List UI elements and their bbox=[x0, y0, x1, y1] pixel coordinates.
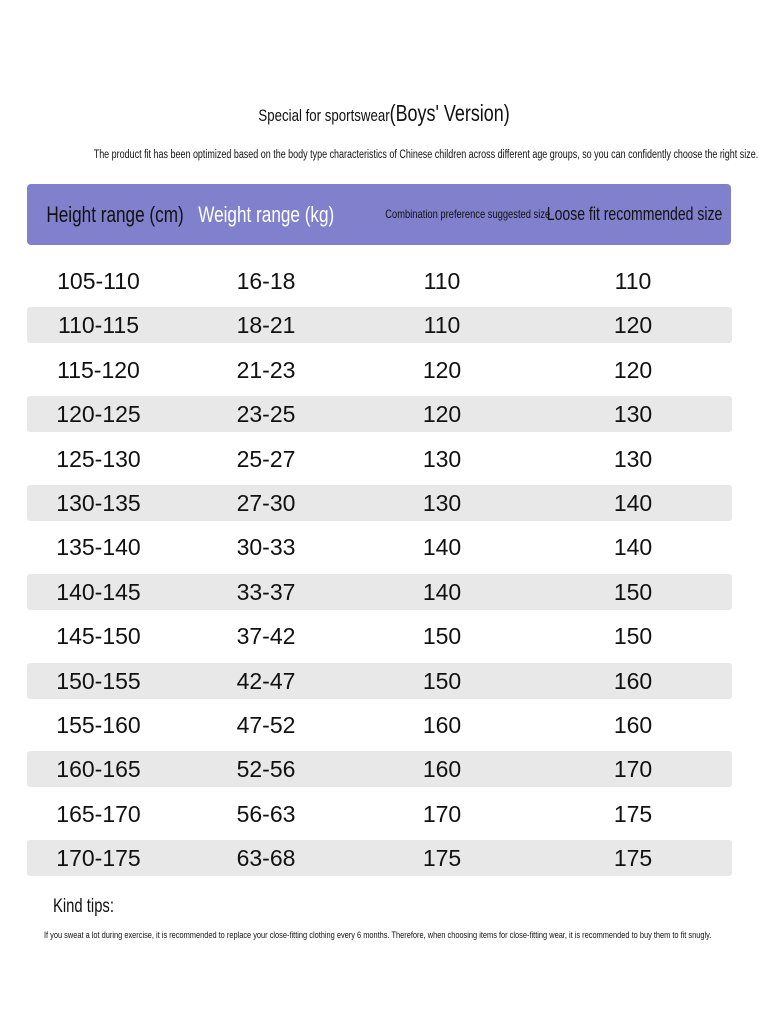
table-row: 125-130 25-27 130 130 bbox=[27, 437, 732, 481]
loose-size-cell: 140 bbox=[613, 534, 653, 561]
table-row: 165-170 56-63 170 175 bbox=[27, 792, 732, 836]
header-loose-size: Loose fit recommended size bbox=[546, 204, 723, 224]
table-row: 135-140 30-33 140 140 bbox=[27, 525, 732, 569]
weight-cell: 37-42 bbox=[236, 623, 296, 650]
combination-size-cell: 110 bbox=[423, 268, 461, 294]
height-cell: 125-130 bbox=[56, 445, 141, 472]
loose-size-cell: 110 bbox=[614, 268, 652, 294]
loose-size-cell: 160 bbox=[613, 667, 653, 694]
table-header: Height range (cm) Weight range (kg) Comb… bbox=[27, 184, 731, 245]
loose-size-cell: 130 bbox=[613, 445, 653, 472]
height-cell: 170-175 bbox=[56, 845, 141, 872]
weight-cell: 47-52 bbox=[236, 711, 296, 738]
weight-cell: 30-33 bbox=[236, 534, 296, 561]
loose-size-cell: 150 bbox=[613, 623, 653, 650]
table-row: 140-145 33-37 140 150 bbox=[27, 570, 732, 614]
combination-size-cell: 160 bbox=[422, 711, 462, 738]
table-row: 160-165 52-56 160 170 bbox=[27, 747, 732, 791]
combination-size-cell: 160 bbox=[422, 756, 462, 783]
loose-size-cell: 160 bbox=[613, 711, 653, 738]
table-row: 150-155 42-47 150 160 bbox=[27, 659, 732, 703]
weight-cell: 23-25 bbox=[236, 401, 296, 428]
loose-size-cell: 170 bbox=[613, 756, 653, 783]
tips-text: If you sweat a lot during exercise, it i… bbox=[44, 930, 712, 941]
header-height: Height range (cm) bbox=[46, 202, 184, 227]
table-row: 155-160 47-52 160 160 bbox=[27, 703, 732, 747]
combination-size-cell: 110 bbox=[423, 312, 461, 339]
table-row: 145-150 37-42 150 150 bbox=[27, 614, 732, 658]
height-cell: 160-165 bbox=[56, 756, 141, 783]
combination-size-cell: 130 bbox=[422, 489, 462, 516]
subtitle: The product fit has been optimized based… bbox=[0, 149, 768, 161]
combination-size-cell: 120 bbox=[422, 401, 462, 428]
header-combination-size: Combination preference suggested size bbox=[385, 207, 551, 221]
size-table-body: 105-110 16-18 110 110 110-115 18-21 110 120 115-… bbox=[27, 259, 732, 880]
table-row: 110-115 18-21 110 120 bbox=[27, 303, 732, 347]
combination-size-cell: 130 bbox=[422, 445, 462, 472]
height-cell: 150-155 bbox=[56, 667, 141, 694]
height-cell: 105-110 bbox=[57, 268, 140, 294]
table-row: 170-175 63-68 175 175 bbox=[27, 836, 732, 880]
weight-cell: 56-63 bbox=[236, 800, 296, 827]
weight-cell: 16-18 bbox=[236, 268, 296, 294]
weight-cell: 33-37 bbox=[236, 578, 296, 605]
height-cell: 115-120 bbox=[57, 356, 140, 383]
height-cell: 140-145 bbox=[56, 578, 141, 605]
weight-cell: 25-27 bbox=[236, 445, 296, 472]
height-cell: 165-170 bbox=[56, 800, 141, 827]
height-cell: 110-115 bbox=[58, 312, 139, 339]
loose-size-cell: 150 bbox=[613, 578, 653, 605]
combination-size-cell: 140 bbox=[422, 578, 462, 605]
combination-size-cell: 120 bbox=[422, 356, 462, 383]
loose-size-cell: 175 bbox=[613, 800, 653, 827]
loose-size-cell: 140 bbox=[613, 489, 653, 516]
table-row: 130-135 27-30 130 140 bbox=[27, 481, 732, 525]
subtitle-text: The product fit has been optimized based… bbox=[93, 149, 759, 161]
table-row: 115-120 21-23 120 120 bbox=[27, 348, 732, 392]
page-title: Special for sportswear(Boys' Version) bbox=[0, 100, 768, 127]
title-suffix: (Boys' Version) bbox=[389, 100, 510, 126]
table-row: 120-125 23-25 120 130 bbox=[27, 392, 732, 436]
weight-cell: 21-23 bbox=[236, 356, 296, 383]
weight-cell: 52-56 bbox=[236, 756, 296, 783]
combination-size-cell: 150 bbox=[422, 667, 462, 694]
loose-size-cell: 175 bbox=[613, 845, 653, 872]
weight-cell: 27-30 bbox=[236, 489, 296, 516]
header-weight: Weight range (kg) bbox=[197, 202, 335, 227]
weight-cell: 63-68 bbox=[236, 845, 296, 872]
height-cell: 135-140 bbox=[56, 534, 141, 561]
loose-size-cell: 130 bbox=[613, 401, 653, 428]
table-row: 105-110 16-18 110 110 bbox=[27, 259, 732, 303]
title-prefix: Special for sportswear bbox=[258, 106, 390, 125]
loose-size-cell: 120 bbox=[613, 356, 653, 383]
combination-size-cell: 175 bbox=[422, 845, 462, 872]
combination-size-cell: 140 bbox=[422, 534, 462, 561]
height-cell: 145-150 bbox=[56, 623, 141, 650]
loose-size-cell: 120 bbox=[613, 312, 653, 339]
height-cell: 155-160 bbox=[56, 711, 141, 738]
weight-cell: 42-47 bbox=[236, 667, 296, 694]
height-cell: 130-135 bbox=[56, 489, 141, 516]
combination-size-cell: 150 bbox=[422, 623, 462, 650]
tips-label: Kind tips: bbox=[53, 896, 114, 917]
height-cell: 120-125 bbox=[56, 401, 141, 428]
weight-cell: 18-21 bbox=[236, 312, 296, 339]
combination-size-cell: 170 bbox=[422, 800, 462, 827]
